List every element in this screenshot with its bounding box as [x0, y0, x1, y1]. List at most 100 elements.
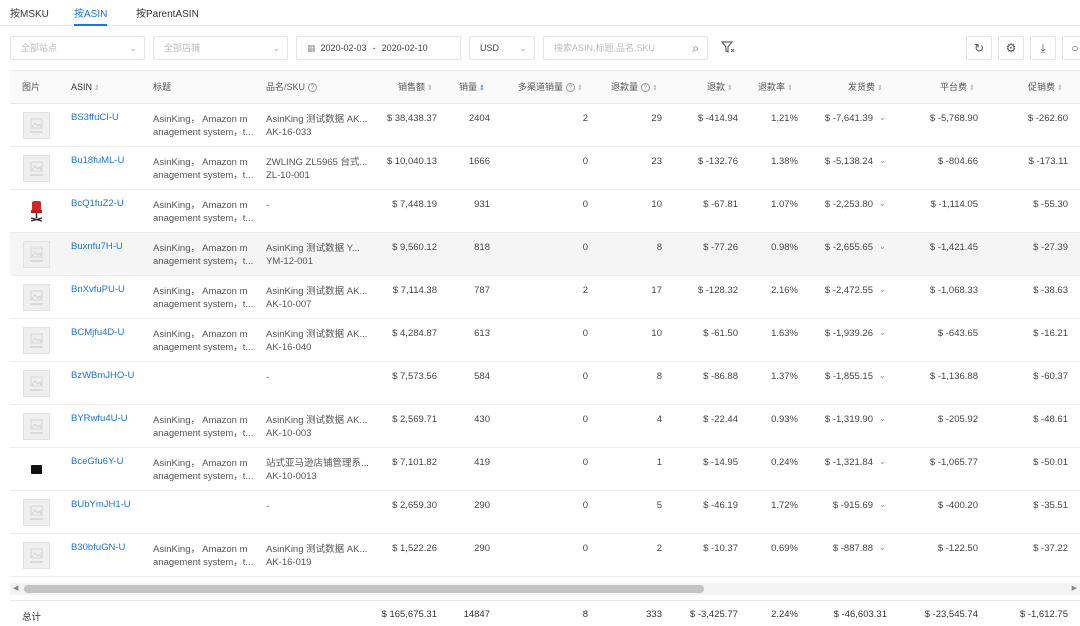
filter-icon[interactable] [720, 40, 735, 56]
shipping-value[interactable]: $ -887.88 [832, 543, 873, 554]
product-title: AsinKing， Amazon m anagement system，t... [153, 156, 253, 182]
asin-link[interactable]: BceGfu6Y-U [71, 456, 124, 467]
more-icon[interactable]: ○ [1062, 36, 1080, 60]
refund-value: $ -10.37 [703, 543, 738, 554]
total-sales: $ 165,675.31 [381, 609, 437, 620]
col-asin[interactable]: ASIN ⇕ [71, 71, 100, 104]
shipping-value[interactable]: $ -1,319.90 [824, 414, 873, 425]
horizontal-scrollbar[interactable]: ◀ ▶ [10, 583, 1080, 595]
site-select[interactable]: 全部站点 ⌄ [10, 36, 145, 60]
asin-link[interactable]: BS3ffuCI-U [71, 112, 119, 123]
col-refund-rate[interactable]: 退款率 ⇕ [758, 71, 793, 104]
scroll-thumb[interactable] [24, 585, 704, 593]
shipping-value[interactable]: $ -1,939.26 [824, 328, 873, 339]
asin-link[interactable]: Buxnfu7H-U [71, 241, 123, 252]
currency-select[interactable]: USD ⌄ [469, 36, 535, 60]
table-row[interactable]: AsinKing， Amazon m anagement system，t... A… [10, 104, 1080, 147]
settings-icon[interactable]: ⚙ [998, 36, 1024, 60]
promo-value: $ -38.63 [1033, 285, 1068, 296]
chevron-down-icon[interactable]: ⌄ [879, 199, 886, 208]
table-row[interactable]: AsinKing， Amazon m anagement system，t... A… [10, 319, 1080, 362]
table-row[interactable]: AsinKing， Amazon m anagement system，t... A… [10, 233, 1080, 276]
asin-link[interactable]: BUbYmJH1-U [71, 499, 131, 510]
shipping-value[interactable]: $ -1,321.84 [824, 457, 873, 468]
asin-link[interactable]: BcQ1fuZ2-U [71, 198, 124, 209]
total-shipping: $ -46,603.31 [833, 609, 887, 620]
asin-link[interactable]: BzWBmJHO-U [71, 370, 135, 381]
table-row[interactable]: - BUbYmJH1-U $ 2,659.30 290 0 5 $ -46.19 1.72% $… [10, 491, 1080, 534]
shipping-value[interactable]: $ -915.69 [832, 500, 873, 511]
shipping-value[interactable]: $ -2,655.65 [824, 242, 873, 253]
table-row[interactable]: AsinKing， Amazon m anagement system，t... A… [10, 405, 1080, 448]
col-refund[interactable]: 退款 ⇕ [707, 71, 733, 104]
download-icon[interactable]: ⤓ [1030, 36, 1056, 60]
shipping-value[interactable]: $ -5,138.24 [824, 156, 873, 167]
tab-parent-asin[interactable]: 按ParentASIN [136, 9, 199, 20]
col-multi[interactable]: 多渠道销量? ⇕ [518, 71, 583, 104]
col-returns[interactable]: 退款量? ⇕ [611, 71, 658, 104]
sort-icon[interactable]: ⇕ [787, 85, 793, 92]
col-shipping[interactable]: 发货费 ⇕ [848, 71, 883, 104]
image-placeholder-icon [23, 284, 50, 311]
asin-link[interactable]: BnXvfuPU-U [71, 284, 125, 295]
product-sku: AK-10-003 [266, 428, 312, 439]
shipping-value[interactable]: $ -2,253.80 [824, 199, 873, 210]
chevron-down-icon[interactable]: ⌄ [879, 414, 886, 423]
table-row[interactable]: AsinKing， Amazon m anagement system，t... -… [10, 190, 1080, 233]
image-placeholder-icon [23, 499, 50, 526]
product-name-sku: AsinKing 测试数据 AK... AK-16-040 [266, 328, 367, 354]
product-image [23, 198, 50, 225]
help-icon[interactable]: ? [641, 83, 651, 93]
sort-icon[interactable]: ⇕ [727, 85, 733, 92]
table-row[interactable]: AsinKing， Amazon m anagement system，t... 站… [10, 448, 1080, 491]
scroll-left-icon[interactable]: ◀ [13, 585, 19, 592]
col-sales[interactable]: 销售额 ⇕ [398, 71, 433, 104]
shipping-value[interactable]: $ -2,472.55 [824, 285, 873, 296]
refresh-icon[interactable]: ↻ [966, 36, 992, 60]
scroll-right-icon[interactable]: ▶ [1071, 585, 1077, 592]
col-promo[interactable]: 促销费 ⇕ [1028, 71, 1063, 104]
search-input[interactable]: 搜索ASIN,标题,品名,SKU ⌕ [543, 36, 708, 60]
asin-link[interactable]: BYRwfu4U-U [71, 413, 128, 424]
sort-icon[interactable]: ⇕ [969, 85, 975, 92]
image-placeholder-icon [23, 542, 50, 569]
col-platform[interactable]: 平台费 ⇕ [940, 71, 975, 104]
chevron-down-icon[interactable]: ⌄ [879, 543, 886, 552]
date-range-picker[interactable]: ▦ 2020-02-03-2020-02-10 [296, 36, 461, 60]
table-row[interactable]: AsinKing， Amazon m anagement system，t... A… [10, 276, 1080, 319]
tab-msku[interactable]: 按MSKU [10, 9, 49, 20]
chevron-down-icon[interactable]: ⌄ [879, 457, 886, 466]
asin-link[interactable]: BCMjfu4D-U [71, 327, 125, 338]
sort-icon[interactable]: ⇕ [577, 85, 583, 92]
product-title: AsinKing， Amazon m anagement system，t... [153, 414, 253, 440]
chevron-down-icon[interactable]: ⌄ [879, 113, 886, 122]
search-icon[interactable]: ⌕ [692, 41, 699, 55]
chevron-down-icon[interactable]: ⌄ [879, 500, 886, 509]
sort-icon[interactable]: ⇕ [94, 85, 100, 92]
table-row[interactable]: - BzWBmJHO-U $ 7,573.56 584 0 8 $ -86.88 1.37% $… [10, 362, 1080, 405]
sort-icon[interactable]: ⇕ [479, 85, 485, 92]
sort-icon[interactable]: ⇕ [652, 85, 658, 92]
chevron-down-icon[interactable]: ⌄ [879, 285, 886, 294]
chevron-down-icon[interactable]: ⌄ [879, 328, 886, 337]
shipping-value[interactable]: $ -7,641.39 [824, 113, 873, 124]
sort-icon[interactable]: ⇕ [1057, 85, 1063, 92]
chevron-down-icon[interactable]: ⌄ [879, 156, 886, 165]
sort-icon[interactable]: ⇕ [877, 85, 883, 92]
store-select[interactable]: 全部店铺 ⌄ [153, 36, 288, 60]
table-row[interactable]: AsinKing， Amazon m anagement system，t... A… [10, 534, 1080, 577]
help-icon[interactable]: ? [566, 83, 576, 93]
shipping-value[interactable]: $ -1,855.15 [824, 371, 873, 382]
asin-link[interactable]: Bu18fuML-U [71, 155, 125, 166]
table-row[interactable]: AsinKing， Amazon m anagement system，t... Z… [10, 147, 1080, 190]
chevron-down-icon[interactable]: ⌄ [879, 242, 886, 251]
col-qty[interactable]: 销量 ⇕ [459, 71, 485, 104]
product-name: - [266, 372, 270, 383]
col-title: 标题 [153, 82, 172, 92]
help-icon[interactable]: ? [308, 83, 318, 93]
chevron-down-icon[interactable]: ⌄ [879, 371, 886, 380]
tab-asin[interactable]: 按ASIN [74, 5, 108, 26]
site-select-value: 全部站点 [21, 43, 58, 53]
sort-icon[interactable]: ⇕ [427, 85, 433, 92]
asin-link[interactable]: B30bfuGN-U [71, 542, 126, 553]
